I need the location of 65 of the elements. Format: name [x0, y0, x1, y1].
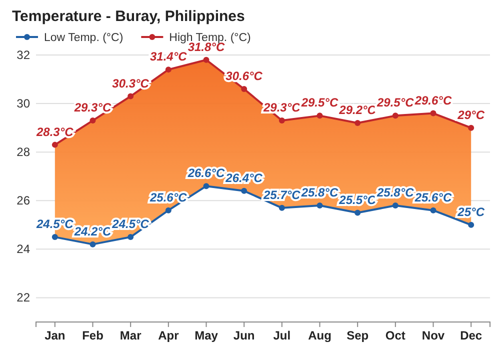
point [278, 204, 285, 211]
x-tick-label: Feb [82, 328, 104, 343]
point [316, 202, 323, 208]
data-label: 30.3°C [112, 76, 150, 90]
y-tick-label: 28 [16, 144, 30, 159]
y-tick-label: 30 [16, 96, 30, 110]
point [354, 120, 361, 126]
x-tick-label: Mar [120, 328, 142, 343]
data-label: 25°C [456, 204, 485, 219]
data-label: 25.7°C [262, 188, 301, 202]
data-label: 24.2°C [73, 224, 112, 238]
data-label: 29.5°C [376, 96, 414, 110]
data-label: 29.6°C [414, 93, 452, 108]
data-label: 25.6°C [149, 190, 188, 204]
data-label: 25.6°C [414, 190, 452, 204]
x-tick-label: Oct [385, 328, 406, 343]
point [203, 56, 210, 63]
x-tick-label: Jan [44, 328, 66, 343]
point [430, 110, 436, 116]
y-tick-label: 26 [16, 193, 30, 208]
point [128, 93, 134, 100]
x-tick-label: Nov [422, 328, 445, 343]
data-label: 29.5°C [300, 96, 338, 110]
legend-label: Low Temp. (°C) [44, 32, 124, 44]
point [52, 234, 58, 240]
y-tick-label: 32 [16, 48, 30, 62]
point [128, 234, 134, 240]
data-label: 24.5°C [111, 217, 150, 232]
data-label: 25.8°C [376, 185, 414, 200]
point [354, 210, 361, 216]
data-label: 31.4°C [150, 50, 188, 64]
data-label: 29.3°C [73, 100, 112, 115]
point [90, 118, 96, 124]
point [241, 86, 248, 92]
data-label: 24.5°C [36, 217, 74, 232]
x-tick-label: Sep [346, 328, 369, 343]
point [165, 66, 172, 73]
x-tick-label: May [194, 328, 218, 343]
data-label: 26.4°C [224, 170, 263, 185]
data-label: 25.5°C [338, 192, 376, 207]
y-tick-label: 24 [16, 242, 30, 256]
point [165, 207, 172, 214]
x-tick-label: Dec [460, 328, 482, 343]
point [468, 124, 474, 131]
point [90, 241, 96, 248]
point [52, 142, 58, 148]
x-tick-label: Apr [158, 328, 180, 343]
y-tick-label: 22 [16, 290, 30, 305]
point [241, 188, 248, 194]
x-tick-label: Jun [233, 328, 255, 343]
point [278, 118, 285, 124]
data-label: 26.6°C [186, 166, 225, 180]
data-label: 25.8°C [300, 185, 338, 200]
x-tick-label: Jul [273, 328, 291, 343]
point [203, 183, 210, 190]
x-tick-label: Aug [308, 328, 332, 343]
point [468, 222, 474, 228]
chart-title: Temperature - Buray, Philippines [12, 8, 245, 25]
point [392, 112, 398, 119]
data-label: 29°C [456, 108, 485, 122]
point [430, 207, 436, 214]
point [316, 112, 323, 119]
data-label: 29.2°C [338, 102, 376, 117]
point [392, 202, 398, 208]
data-label: 28.3°C [36, 124, 74, 139]
